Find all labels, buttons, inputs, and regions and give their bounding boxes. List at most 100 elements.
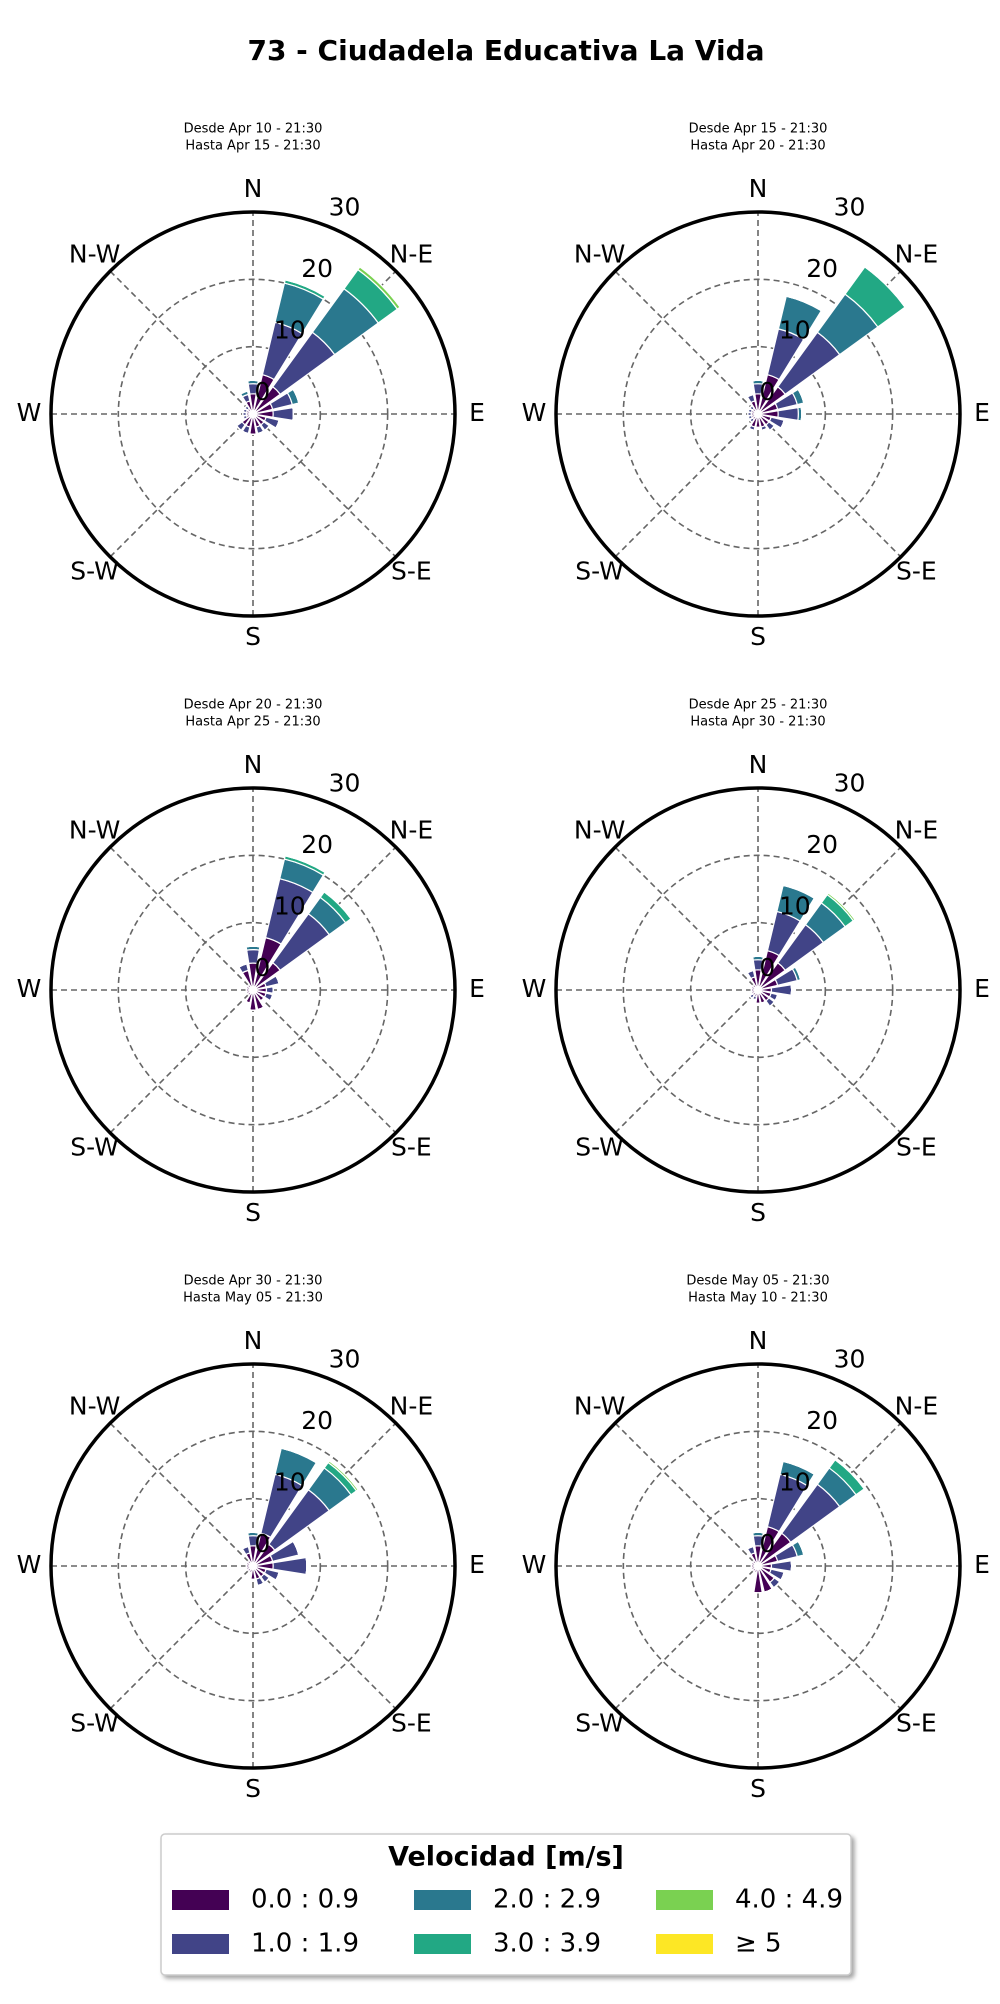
rose-bar [751, 986, 752, 988]
direction-label: E [974, 398, 990, 427]
r-tick-label: 0 [254, 377, 270, 406]
direction-label: N-E [390, 240, 434, 269]
chart-subtitle: Desde Apr 25 - 21:30 [689, 698, 828, 713]
direction-label: N-E [895, 240, 939, 269]
r-tick-label: 0 [759, 1529, 775, 1558]
r-tick-label: 0 [254, 953, 270, 982]
direction-label: N-W [69, 240, 120, 269]
page-title: 73 - Ciudadela Educativa La Vida [247, 34, 764, 67]
direction-label: S [750, 622, 766, 651]
r-tick-label: 30 [329, 1344, 361, 1373]
rose-bar [778, 408, 798, 421]
direction-label: S [245, 1774, 261, 1803]
r-tick-label: 30 [329, 192, 361, 221]
legend-label: ≥ 5 [735, 1929, 782, 1959]
direction-label: E [974, 974, 990, 1003]
rose-bar [751, 992, 752, 994]
direction-label: S-E [391, 1132, 432, 1161]
r-tick-label: 10 [779, 315, 811, 344]
chart-subtitle: Desde Apr 15 - 21:30 [689, 122, 828, 137]
direction-label: W [17, 1550, 42, 1579]
rose-bar [751, 1562, 752, 1564]
legend-label: 2.0 : 2.9 [493, 1885, 601, 1915]
r-tick-label: 20 [301, 1406, 333, 1435]
direction-label: S [245, 1198, 261, 1227]
direction-label: E [469, 1550, 485, 1579]
r-tick-label: 30 [834, 768, 866, 797]
direction-label: N-E [390, 1392, 434, 1421]
direction-label: S-E [391, 1708, 432, 1737]
rose-bar [246, 986, 247, 988]
rose-bar [754, 1572, 756, 1573]
direction-label: N-W [574, 1392, 625, 1421]
direction-label: N [749, 174, 768, 203]
r-tick-label: 0 [759, 377, 775, 406]
chart-subtitle: Desde Apr 30 - 21:30 [184, 1274, 323, 1289]
direction-label: S-W [575, 1708, 624, 1737]
direction-label: N-W [69, 816, 120, 845]
r-tick-label: 20 [301, 254, 333, 283]
chart-subtitle: Desde May 05 - 21:30 [686, 1274, 829, 1289]
r-tick-label: 20 [806, 1406, 838, 1435]
chart-subtitle: Desde Apr 20 - 21:30 [184, 698, 323, 713]
r-tick-label: 30 [834, 1344, 866, 1373]
r-tick-label: 0 [759, 953, 775, 982]
chart-subtitle: Hasta Apr 15 - 21:30 [185, 139, 320, 154]
legend-swatch [172, 1934, 229, 1954]
direction-label: E [974, 1550, 990, 1579]
legend-label: 0.0 : 0.9 [251, 1885, 359, 1915]
r-tick-label: 30 [834, 192, 866, 221]
direction-label: W [522, 398, 547, 427]
direction-label: N-W [69, 1392, 120, 1421]
rose-bar [801, 407, 802, 421]
r-tick-label: 10 [274, 315, 306, 344]
direction-label: S-E [896, 556, 937, 585]
direction-label: N-E [390, 816, 434, 845]
legend-swatch [656, 1890, 713, 1910]
legend-title: Velocidad [m/s] [388, 1842, 624, 1873]
rose-bar [249, 1572, 251, 1573]
rose-bar [246, 1568, 247, 1570]
direction-label: N [244, 174, 263, 203]
direction-label: S [750, 1774, 766, 1803]
r-tick-label: 20 [301, 830, 333, 859]
legend-label: 4.0 : 4.9 [735, 1885, 843, 1915]
direction-label: N-E [895, 1392, 939, 1421]
direction-label: N-E [895, 816, 939, 845]
direction-label: E [469, 974, 485, 1003]
direction-label: N [749, 750, 768, 779]
direction-label: W [522, 974, 547, 1003]
rose-bar [306, 1558, 307, 1575]
direction-label: E [469, 398, 485, 427]
legend-swatch [414, 1934, 471, 1954]
chart-subtitle: Hasta Apr 25 - 21:30 [185, 715, 320, 730]
direction-label: S-W [70, 1132, 119, 1161]
chart-subtitle: Hasta May 05 - 21:30 [183, 1291, 323, 1306]
legend-swatch [656, 1934, 713, 1954]
r-tick-label: 30 [329, 768, 361, 797]
legend-label: 1.0 : 1.9 [251, 1929, 359, 1959]
direction-label: S-E [896, 1132, 937, 1161]
direction-label: S-W [70, 1708, 119, 1737]
r-tick-label: 0 [254, 1529, 270, 1558]
r-tick-label: 20 [806, 254, 838, 283]
r-tick-label: 20 [806, 830, 838, 859]
direction-label: S [750, 1198, 766, 1227]
chart-subtitle: Hasta Apr 20 - 21:30 [690, 139, 825, 154]
direction-label: S-E [391, 556, 432, 585]
rose-bar [751, 1568, 752, 1570]
rose-bar [246, 946, 260, 947]
direction-label: S-W [575, 556, 624, 585]
direction-label: W [17, 974, 42, 1003]
direction-label: W [522, 1550, 547, 1579]
direction-label: N-W [574, 816, 625, 845]
direction-label: N [749, 1326, 768, 1355]
r-tick-label: 10 [779, 891, 811, 920]
direction-label: S [245, 622, 261, 651]
legend-label: 3.0 : 3.9 [493, 1929, 601, 1959]
direction-label: N [244, 750, 263, 779]
direction-label: S-E [896, 1708, 937, 1737]
r-tick-label: 10 [274, 1467, 306, 1496]
rose-bar [273, 408, 293, 421]
